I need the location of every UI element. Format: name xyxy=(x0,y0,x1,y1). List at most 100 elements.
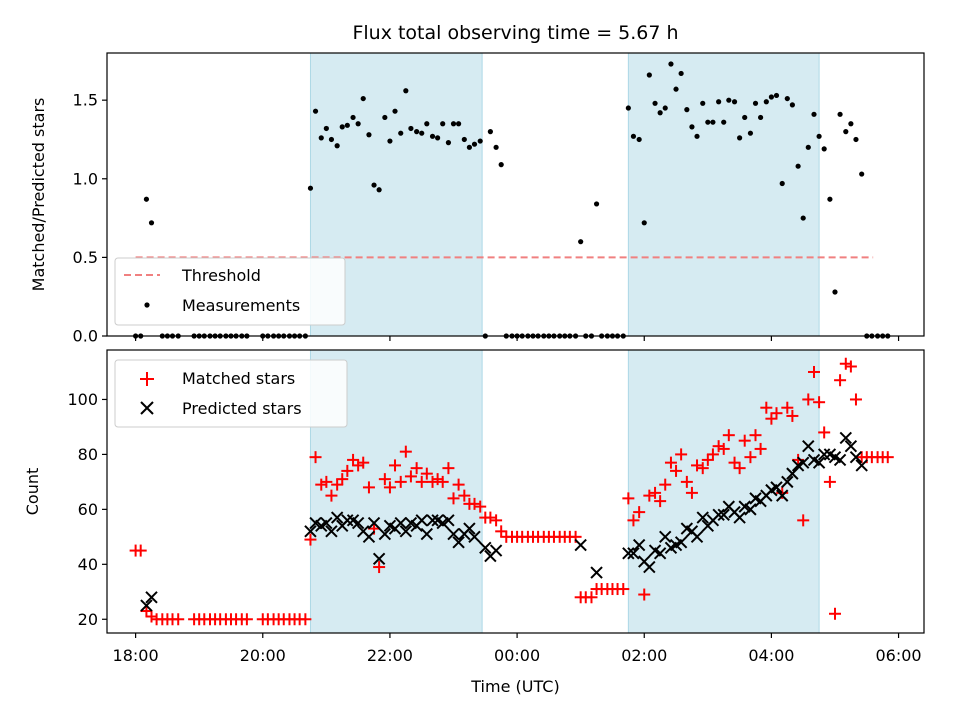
predicted-star-point xyxy=(627,547,640,560)
matched-star-point xyxy=(389,459,402,472)
predicted-star-point xyxy=(140,599,153,612)
legend-matched-label: Matched stars xyxy=(182,369,295,388)
matched-star-point xyxy=(680,475,693,488)
measurement-point xyxy=(821,146,827,152)
matched-star-point xyxy=(696,462,709,475)
measurement-point xyxy=(355,121,361,127)
x-tick-label: 02:00 xyxy=(621,646,667,665)
predicted-star-point xyxy=(659,530,672,544)
matched-star-point xyxy=(691,459,704,472)
matched-star-point xyxy=(347,453,360,466)
predicted-star-point xyxy=(781,475,794,489)
measurement-point xyxy=(334,143,340,149)
matched-star-point xyxy=(309,451,322,464)
matched-stars-points xyxy=(129,357,894,626)
matched-star-point xyxy=(474,500,487,513)
measurement-point xyxy=(429,133,436,139)
matched-star-point xyxy=(717,442,730,455)
matched-star-point xyxy=(383,481,396,494)
predicted-star-point xyxy=(447,527,460,541)
measurement-point xyxy=(731,99,738,105)
measurement-point xyxy=(710,119,716,125)
measurement-point xyxy=(805,144,811,150)
predicted-star-point xyxy=(802,439,815,453)
predicted-star-point xyxy=(341,514,354,527)
matched-star-point xyxy=(442,462,455,475)
measurement-point xyxy=(471,141,478,147)
y-tick-label: 80 xyxy=(78,445,98,464)
top-y-axis-label: Matched/Predicted stars xyxy=(29,98,48,292)
predicted-star-point xyxy=(622,547,635,560)
predicted-star-point xyxy=(696,511,709,524)
predicted-star-point xyxy=(849,450,863,464)
measurement-point xyxy=(382,114,388,121)
measurement-point xyxy=(641,220,647,226)
measurement-point xyxy=(700,100,706,106)
predicted-star-point xyxy=(442,514,455,527)
predicted-star-point xyxy=(776,489,789,502)
legend-predicted-label: Predicted stars xyxy=(182,399,302,418)
matched-star-point xyxy=(649,486,662,499)
matched-star-point xyxy=(447,492,460,505)
measurement-point xyxy=(318,135,324,141)
measurement-point xyxy=(752,100,759,106)
measurement-point xyxy=(726,97,732,103)
measurement-point xyxy=(742,114,748,121)
matched-star-point xyxy=(627,514,640,527)
predicted-star-point xyxy=(426,514,439,527)
measurement-point xyxy=(344,122,350,128)
matched-star-point xyxy=(399,445,412,458)
measurement-point xyxy=(419,130,425,136)
measurement-point xyxy=(652,100,658,106)
matched-star-point xyxy=(813,396,826,409)
top-x-ticks xyxy=(135,336,900,341)
matched-star-point xyxy=(881,451,894,464)
bottom-y-axis: 20 40 60 80 100 xyxy=(67,390,107,629)
measurement-point xyxy=(795,163,801,169)
legend-measurements-swatch xyxy=(144,302,150,308)
matched-star-point xyxy=(394,475,407,488)
matched-star-point xyxy=(172,613,185,626)
matched-star-point xyxy=(786,409,799,422)
matched-star-point xyxy=(436,475,449,488)
y-tick-label: 60 xyxy=(78,500,98,519)
matched-star-point xyxy=(728,456,741,469)
matched-star-point xyxy=(844,360,857,373)
predicted-star-point xyxy=(839,431,853,445)
matched-star-point xyxy=(659,478,672,491)
predicted-star-point xyxy=(643,560,656,574)
matched-star-point xyxy=(654,495,667,508)
matched-star-point xyxy=(240,613,253,626)
measurement-point xyxy=(376,187,382,193)
matched-star-point xyxy=(352,459,365,472)
matched-star-point xyxy=(373,561,386,574)
measurement-point xyxy=(466,144,473,150)
measurement-point xyxy=(678,70,684,77)
matched-star-point xyxy=(325,489,338,502)
matched-star-point xyxy=(701,453,714,466)
predicted-star-point xyxy=(372,552,386,566)
matched-star-point xyxy=(849,393,862,406)
measurement-point xyxy=(763,99,769,105)
x-tick-label: 22:00 xyxy=(367,646,413,665)
measurement-point xyxy=(366,132,372,138)
matched-star-point xyxy=(145,610,158,623)
measurement-point xyxy=(859,171,865,177)
measurement-point xyxy=(684,107,690,113)
predicted-star-point xyxy=(320,516,333,530)
predicted-star-point xyxy=(712,508,725,522)
measurement-point xyxy=(816,133,822,139)
measurement-point xyxy=(636,136,642,143)
predicted-star-point xyxy=(786,467,799,480)
measurement-point xyxy=(673,86,679,92)
measurement-point xyxy=(779,180,785,187)
measurement-point xyxy=(800,215,806,221)
measurement-point xyxy=(625,105,631,111)
measurement-point xyxy=(450,121,457,127)
chart-title: Flux total observing time = 5.67 h xyxy=(352,22,678,44)
predicted-star-point xyxy=(717,508,730,522)
measurement-point xyxy=(837,111,843,117)
measurement-point xyxy=(143,196,150,202)
predicted-star-point xyxy=(362,530,376,544)
predicted-stars-points xyxy=(140,431,868,612)
